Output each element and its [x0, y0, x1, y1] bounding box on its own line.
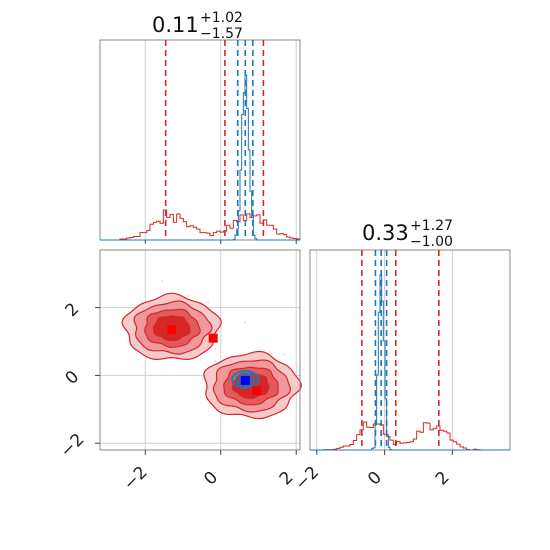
- sample-point: [207, 300, 209, 303]
- title-y-median: 0.33: [362, 221, 409, 245]
- x-tick-label: −2: [291, 463, 323, 495]
- hist-x-frame: [99, 39, 301, 241]
- sample-point: [296, 365, 299, 368]
- hist-x-blue-series: [100, 74, 300, 241]
- hist-y-frame: [309, 249, 511, 451]
- title-x-minus: −1.57: [200, 26, 243, 42]
- blue-contour: [231, 370, 260, 389]
- hist-y-blue-series: [310, 274, 510, 451]
- joint-2d-panel: [99, 249, 303, 451]
- red-marker: [167, 325, 177, 335]
- blue-contour: [235, 372, 256, 387]
- x-tick-label: −2: [120, 463, 152, 495]
- hist-y-panel: [309, 249, 511, 451]
- red-marker: [208, 333, 218, 343]
- y-tick-label: −2: [57, 430, 89, 462]
- title-y-plus: +1.27: [410, 218, 453, 234]
- title-x-plus: +1.02: [200, 10, 243, 26]
- x-tick-label: 0: [200, 468, 222, 490]
- joint-2d-frame: [99, 249, 301, 451]
- sample-point: [214, 360, 217, 363]
- hist-x-panel: [99, 39, 301, 241]
- x-tick-label: 0: [364, 468, 386, 490]
- sample-point: [186, 295, 189, 297]
- sample-point: [214, 348, 217, 351]
- hist-x-red-series: [100, 209, 300, 241]
- y-tick-label: 0: [62, 367, 84, 389]
- sample-point: [282, 353, 285, 355]
- x-tick-label: 2: [432, 468, 454, 490]
- sample-point: [244, 321, 247, 324]
- title-x-median: 0.11: [152, 13, 199, 37]
- blue-marker: [240, 376, 250, 386]
- hist-y-red-series: [310, 421, 510, 451]
- y-tick-label: 2: [62, 299, 84, 321]
- title-y-minus: −1.00: [410, 234, 453, 250]
- red-marker: [252, 386, 262, 396]
- sample-point: [160, 279, 163, 282]
